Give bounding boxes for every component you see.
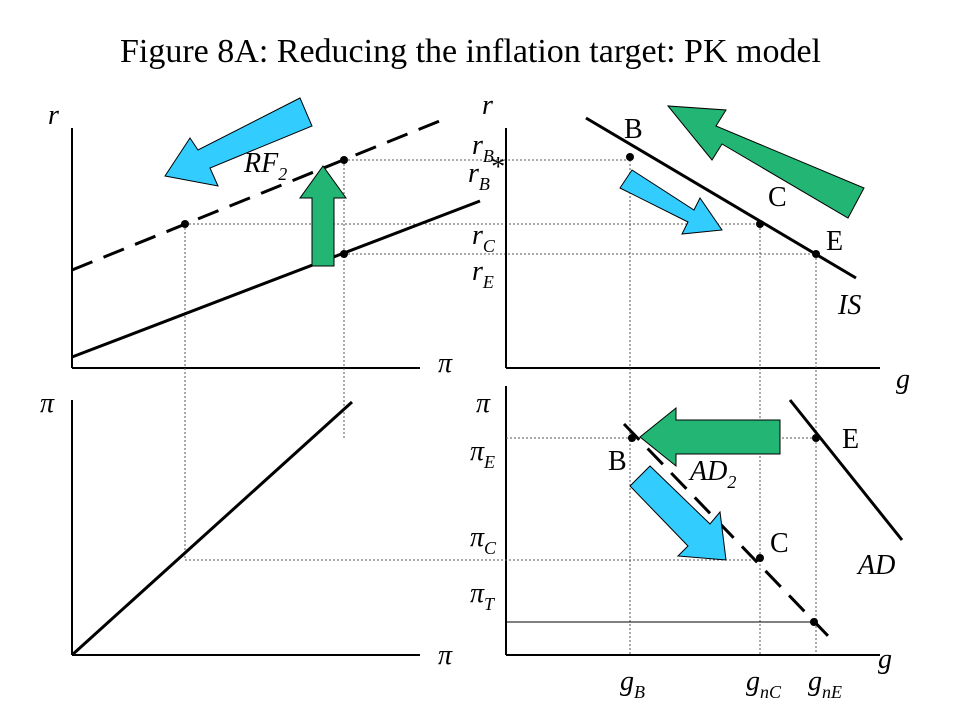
bottom-right-panel: π g πE πC πT AD AD2 B E C bbox=[185, 386, 904, 702]
label-top-C: C bbox=[768, 182, 787, 213]
ad-curve bbox=[788, 399, 904, 541]
point-bottom-B bbox=[628, 434, 636, 442]
tick-rE: rE bbox=[472, 256, 494, 292]
blue-arrow-shift-left bbox=[164, 97, 313, 187]
bottom-left-y-label: π bbox=[40, 388, 55, 419]
point-bottom-C bbox=[756, 554, 764, 562]
rf-curve bbox=[71, 199, 481, 359]
top-left-panel: r π RF2 bbox=[48, 97, 816, 560]
green-arrow-ad-shift-left bbox=[639, 406, 781, 468]
bottom-right-y-label: π bbox=[476, 388, 491, 419]
top-left-y-label: r bbox=[48, 100, 59, 131]
label-bottom-C: C bbox=[770, 528, 789, 559]
top-right-y-label: r bbox=[482, 90, 493, 121]
blue-arrow-along-ad2 bbox=[629, 465, 727, 561]
point-bottom-E bbox=[812, 434, 820, 442]
green-arrow-up-left bbox=[666, 105, 865, 219]
label-bottom-E: E bbox=[842, 424, 859, 455]
tick-gnE: gnE bbox=[808, 666, 842, 702]
point-rf2-right bbox=[340, 156, 348, 164]
label-top-E: E bbox=[826, 226, 843, 257]
tick-rC: rC bbox=[472, 220, 496, 256]
bottom-right-x-label: g bbox=[878, 644, 892, 675]
point-top-B bbox=[626, 153, 634, 161]
figure-title: Figure 8A: Reducing the inflation target… bbox=[120, 33, 821, 70]
tick-pi-C: πC bbox=[470, 522, 497, 558]
bottom-left-panel: π π bbox=[40, 388, 453, 671]
tick-pi-E: πE bbox=[470, 436, 495, 472]
top-right-x-label: g bbox=[896, 364, 910, 395]
rf2-label: RF2 bbox=[243, 148, 287, 184]
is-curve bbox=[585, 116, 857, 280]
green-arrow-shift-up bbox=[299, 165, 347, 267]
tick-gnC: gnC bbox=[746, 666, 782, 702]
point-rf-right bbox=[340, 250, 348, 258]
point-rf2-left bbox=[181, 220, 189, 228]
tick-gB: gB bbox=[620, 666, 645, 702]
is-label: IS bbox=[837, 290, 861, 321]
forty-five-degree-line bbox=[70, 400, 354, 657]
bottom-left-x-label: π bbox=[438, 640, 453, 671]
label-top-B: B bbox=[624, 114, 643, 145]
ad2-label: AD2 bbox=[688, 456, 736, 492]
top-right-panel: r g rB rB* rC rE IS B C E bbox=[468, 90, 910, 655]
tick-rB-star: rB* bbox=[468, 152, 504, 194]
point-top-E bbox=[812, 250, 820, 258]
point-top-C bbox=[756, 220, 764, 228]
ad2-curve bbox=[622, 422, 834, 642]
tick-rB: rB bbox=[472, 130, 494, 166]
ad-label: AD bbox=[856, 550, 895, 581]
tick-pi-T: πT bbox=[470, 578, 496, 614]
label-bottom-B: B bbox=[608, 446, 627, 477]
top-left-x-label: π bbox=[438, 348, 453, 379]
blue-arrow-along-is bbox=[619, 169, 723, 235]
point-bottom-target bbox=[810, 618, 818, 626]
